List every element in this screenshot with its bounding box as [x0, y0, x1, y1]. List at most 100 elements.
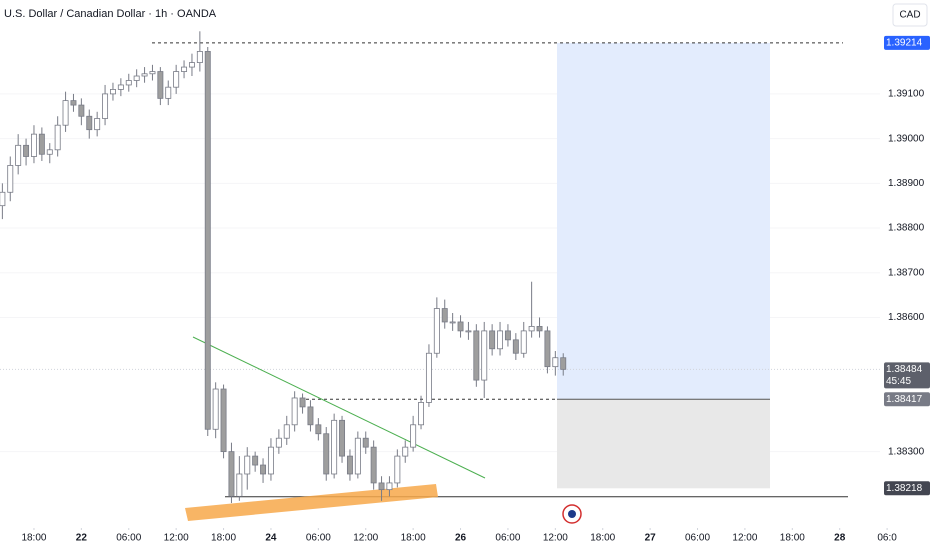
x-tick-label: 06:00 — [685, 533, 710, 544]
candle-body — [228, 451, 235, 497]
support-zone — [185, 484, 438, 521]
candle-body — [70, 100, 77, 106]
candle-body — [283, 424, 290, 439]
x-tick-label: 06:0 — [877, 533, 897, 544]
loss-zone — [557, 399, 770, 489]
candle-body — [552, 357, 559, 368]
price-tag-label: 1.38484 — [886, 364, 923, 375]
x-tick-label: 18:00 — [211, 533, 236, 544]
x-tick-label: 12:00 — [164, 533, 189, 544]
candle-body — [188, 62, 195, 68]
countdown: 45:45 — [886, 376, 911, 387]
x-tick-label: 26 — [455, 533, 467, 544]
candle-body — [86, 115, 93, 131]
candle-body — [173, 71, 180, 88]
candle-body — [457, 321, 464, 332]
candle-body — [520, 330, 527, 354]
candle-body — [323, 433, 330, 475]
candle-body — [394, 455, 401, 484]
candle-body — [117, 84, 124, 90]
candle-body — [473, 330, 480, 381]
candle-body — [125, 80, 132, 86]
candle-body — [275, 437, 282, 448]
y-tick-label: 1.38600 — [888, 312, 925, 323]
candle-body — [465, 330, 472, 333]
y-tick-label: 1.38900 — [888, 178, 925, 189]
candle-body — [354, 437, 361, 475]
price-tag-label: 1.39214 — [886, 38, 923, 49]
candle-body — [38, 133, 45, 155]
currency: CAD — [899, 10, 920, 21]
candle-body — [560, 357, 567, 370]
x-tick-label: 27 — [645, 533, 657, 544]
candle-body — [362, 437, 369, 448]
x-tick-label: 28 — [834, 533, 846, 544]
candle-body — [402, 446, 409, 457]
x-tick-label: 12:00 — [732, 533, 757, 544]
price-tag — [884, 392, 930, 407]
candle-body — [260, 464, 267, 475]
candle-body — [196, 51, 203, 64]
candle-body — [370, 446, 377, 484]
candle-body — [433, 308, 440, 354]
x-tick-label: 12:00 — [353, 533, 378, 544]
candle-body — [78, 104, 85, 117]
candle-body — [291, 397, 298, 426]
candle-body — [346, 455, 353, 475]
price-tag-label: 1.38218 — [886, 483, 923, 494]
candle-body — [425, 352, 432, 403]
candle-body — [236, 473, 243, 497]
candle-body — [315, 424, 322, 435]
candle-body — [165, 86, 172, 99]
candle-body — [15, 144, 22, 166]
candle-body — [410, 424, 417, 448]
candle-body — [339, 419, 346, 457]
trend-line — [192, 336, 486, 479]
currency-box[interactable] — [892, 3, 928, 27]
candle-body — [133, 75, 140, 81]
y-tick-label: 1.39100 — [888, 89, 925, 100]
x-tick-label: 22 — [76, 533, 88, 544]
candle-body — [418, 402, 425, 426]
candle-body — [7, 165, 14, 193]
background-layer — [0, 42, 888, 530]
candle-body — [536, 326, 543, 332]
candle-body — [181, 66, 188, 72]
candle-body — [212, 388, 219, 430]
candle-body — [386, 482, 393, 491]
candle-body — [102, 93, 109, 119]
candle-body — [299, 397, 306, 408]
candle-body — [244, 455, 251, 475]
x-tick-label: 18:00 — [401, 533, 426, 544]
candle-body — [252, 455, 259, 466]
x-tick-label: 12:00 — [543, 533, 568, 544]
price-tag — [884, 35, 930, 50]
candle-body — [54, 124, 61, 151]
x-tick-label: 06:00 — [306, 533, 331, 544]
candles-layer — [0, 31, 567, 504]
candle-body — [544, 330, 551, 368]
candle-body — [449, 321, 456, 324]
candle-body — [149, 71, 156, 75]
candle-body — [331, 419, 338, 475]
price-tag — [884, 362, 930, 389]
x-tick-label: 18:00 — [780, 533, 805, 544]
candle-body — [220, 388, 227, 453]
candle-body — [62, 100, 69, 126]
y-tick-label: 1.38300 — [888, 446, 925, 457]
candle-body — [307, 406, 314, 426]
x-tick-label: 24 — [265, 533, 277, 544]
y-tick-label: 1.39000 — [888, 133, 925, 144]
candle-body — [157, 71, 164, 99]
candle-body — [94, 118, 101, 131]
y-tick-label: 1.38700 — [888, 267, 925, 278]
x-tick-label: 06:00 — [495, 533, 520, 544]
candle-body — [204, 51, 211, 430]
candle-body — [481, 330, 488, 381]
candle-body — [512, 339, 519, 354]
logo — [562, 504, 582, 524]
candle-body — [141, 73, 148, 77]
candle-body — [528, 326, 535, 332]
candle-body — [378, 482, 385, 491]
